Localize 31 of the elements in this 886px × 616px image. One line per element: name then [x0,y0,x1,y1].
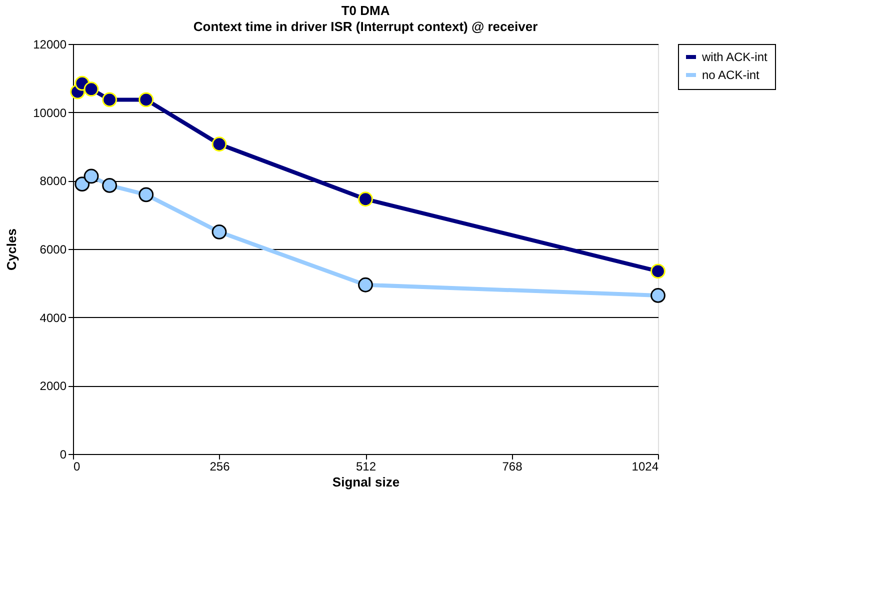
x-axis-title: Signal size [332,474,400,490]
y-tick-label: 10000 [33,106,67,120]
y-axis-title: Cycles [4,228,20,270]
y-tick-label: 0 [60,448,67,462]
y-tick-label: 4000 [40,310,67,325]
point [358,277,373,292]
chart-title: T0 DMA [341,3,390,18]
legend-label: no ACK-int [702,68,760,82]
point [84,82,99,97]
point [102,178,118,193]
point [212,224,227,240]
x-tick-label: 256 [210,460,230,474]
point [358,192,373,207]
y-tick-label: 6000 [40,242,67,256]
point [650,288,666,303]
y-tick-label: 12000 [33,38,67,52]
point [102,92,118,108]
chart-subtitle: Context time in driver ISR (Interrupt context) @ receiver [193,19,538,34]
point [650,264,666,279]
y-tick-label: 8000 [40,174,67,188]
x-tick-label: 0 [74,460,80,474]
point [212,136,227,152]
y-tick-label: 2000 [40,379,67,394]
x-tick-label: 512 [356,460,376,474]
point [84,168,99,184]
point [138,92,154,108]
x-tick-label: 768 [502,460,523,474]
point [74,176,90,192]
x-tick-label: 1024 [632,460,659,474]
legend-label: with ACK-int [701,50,768,64]
point [138,187,154,202]
